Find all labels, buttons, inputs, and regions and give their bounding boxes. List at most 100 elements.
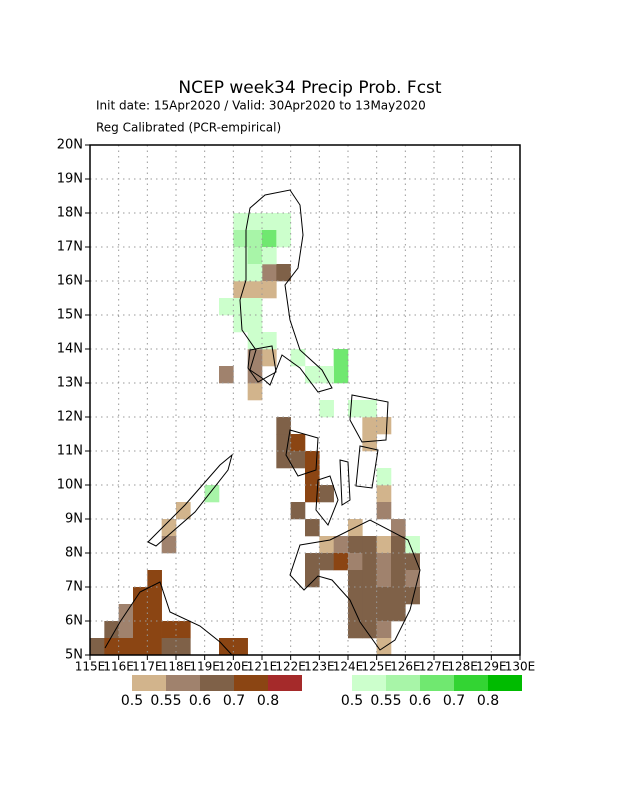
x-tick-label: 115E	[75, 660, 106, 674]
y-tick-label: 16N	[57, 274, 83, 289]
legend-label: 0.6	[189, 693, 211, 709]
prob-cell	[391, 519, 406, 537]
x-tick-label: 119E	[189, 660, 220, 674]
prob-cell	[376, 587, 392, 605]
prob-cell	[133, 638, 148, 656]
legend-swatch	[234, 675, 268, 691]
prob-cell	[276, 451, 291, 469]
prob-cell	[391, 587, 406, 605]
prob-cell	[348, 536, 363, 554]
y-tick-label: 14N	[57, 342, 83, 357]
prob-cell	[391, 604, 406, 622]
x-tick-label: 126E	[390, 660, 421, 674]
prob-cell	[376, 468, 392, 486]
y-tick-label: 17N	[57, 240, 83, 255]
prob-cell	[262, 264, 277, 282]
y-tick-label: 19N	[57, 172, 83, 187]
y-tick-label: 8N	[65, 546, 83, 561]
prob-cell	[118, 638, 134, 656]
y-tick-label: 11N	[57, 444, 83, 459]
prob-cell	[333, 553, 349, 571]
prob-cell	[376, 570, 392, 588]
prob-cell	[305, 553, 320, 571]
legend-swatch	[352, 675, 386, 691]
prob-cell	[319, 553, 334, 571]
coastlines	[104, 189, 421, 656]
legend-label: 0.5	[121, 693, 143, 709]
y-tick-label: 15N	[57, 308, 83, 323]
legend-swatch	[488, 675, 522, 691]
prob-cell	[333, 536, 349, 554]
prob-cell	[161, 621, 177, 639]
prob-cell	[305, 366, 320, 384]
prob-cell	[233, 247, 248, 265]
y-tick-label: 7N	[65, 580, 83, 595]
prob-cell	[276, 264, 291, 282]
prob-cell	[305, 485, 320, 503]
prob-cell	[233, 315, 248, 333]
prob-cell	[247, 230, 263, 248]
prob-cell	[391, 570, 406, 588]
prob-cell	[290, 434, 306, 452]
prob-cell	[219, 366, 234, 384]
prob-cell	[319, 400, 334, 418]
coastline	[349, 394, 389, 443]
prob-cell	[362, 417, 377, 435]
x-tick-label: 118E	[161, 660, 192, 674]
prob-cell	[233, 213, 248, 231]
prob-cell	[133, 604, 148, 622]
prob-cell	[376, 638, 392, 656]
prob-cell	[262, 230, 277, 248]
prob-cell	[376, 485, 392, 503]
prob-cell	[262, 213, 277, 231]
prob-cell	[405, 553, 420, 571]
prob-cell	[247, 281, 263, 299]
prob-cell	[133, 587, 148, 605]
prob-cell	[262, 247, 277, 265]
prob-cell	[147, 638, 162, 656]
prob-cell	[362, 434, 377, 452]
prob-cell	[147, 604, 162, 622]
prob-cell	[391, 553, 406, 571]
legend-swatch	[166, 675, 200, 691]
prob-cell	[247, 383, 263, 401]
prob-cell	[362, 570, 377, 588]
prob-cell	[376, 536, 392, 554]
x-tick-label: 122E	[275, 660, 306, 674]
prob-cell	[305, 519, 320, 537]
prob-cell	[333, 366, 349, 384]
prob-cell	[362, 621, 377, 639]
prob-cell	[376, 553, 392, 571]
prob-cell	[348, 570, 363, 588]
coastline	[104, 581, 233, 656]
legend-swatch	[386, 675, 420, 691]
prob-cell	[219, 298, 234, 316]
prob-cell	[247, 298, 263, 316]
coastline	[339, 459, 351, 506]
prob-cell	[104, 621, 119, 639]
legend-label: 0.7	[443, 693, 465, 709]
x-tick-label: 120E	[218, 660, 249, 674]
prob-cell	[319, 366, 334, 384]
legend-label: 0.5	[341, 693, 363, 709]
prob-cell	[233, 281, 248, 299]
legend-label: 0.8	[477, 693, 499, 709]
prob-cell	[362, 400, 377, 418]
y-tick-label: 20N	[57, 138, 83, 153]
prob-cell	[133, 621, 148, 639]
prob-cell	[176, 502, 191, 520]
title: NCEP week34 Precip Prob. Fcst	[178, 78, 442, 98]
prob-cell	[290, 451, 306, 469]
y-tick-label: 5N	[65, 648, 83, 663]
x-tick-label: 130E	[505, 660, 536, 674]
prob-cell	[276, 417, 291, 435]
legend-label: 0.6	[409, 693, 431, 709]
legend-swatch	[268, 675, 302, 691]
prob-cell	[118, 621, 134, 639]
x-tick-label: 128E	[447, 660, 478, 674]
prob-cell	[348, 587, 363, 605]
x-tick-label: 116E	[103, 660, 134, 674]
prob-cell	[290, 502, 306, 520]
prob-cell	[319, 485, 334, 503]
